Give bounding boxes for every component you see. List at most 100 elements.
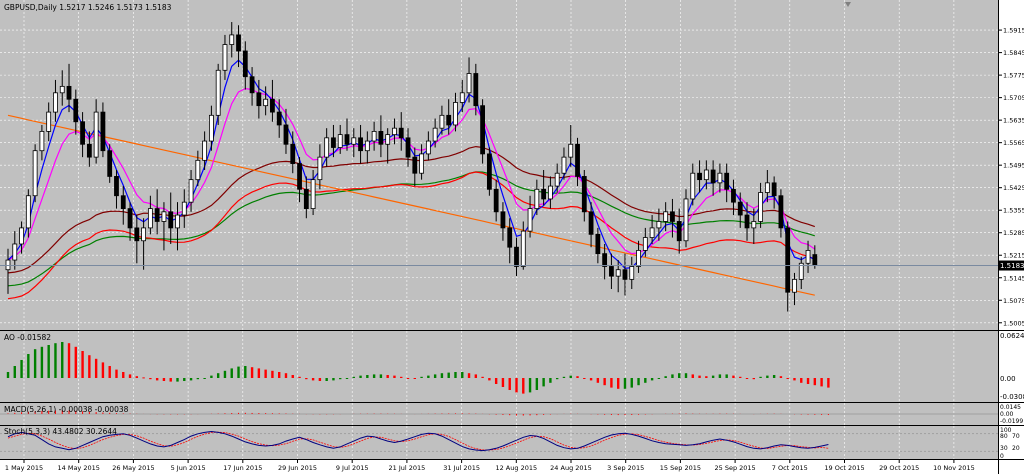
candle-body-bull — [649, 227, 655, 238]
candle-body-bull — [425, 140, 431, 155]
candle-body-bull — [683, 198, 689, 242]
candle-body-bull — [520, 230, 526, 267]
ao-bar — [386, 375, 389, 378]
candle-body-bear — [744, 214, 750, 229]
ao-bar — [671, 374, 674, 378]
candle-body-bear — [514, 246, 519, 267]
ao-bar — [623, 378, 627, 389]
chart-shift-marker[interactable] — [845, 2, 851, 7]
current-price-label: 1.5183 — [1000, 262, 1024, 270]
ao-bar — [366, 375, 369, 378]
ao-bar — [115, 369, 118, 378]
candle-body-bull — [792, 278, 797, 293]
time-tick-label: 5 Jun 2015 — [171, 464, 206, 472]
stoch-panel — [0, 426, 998, 459]
ao-bar — [759, 376, 762, 378]
ao-bar — [739, 376, 742, 378]
macd-axis-bottom: -0.0199 — [1000, 418, 1023, 425]
ao-bar — [481, 376, 484, 378]
ao-bar — [569, 375, 572, 378]
ao-bar — [291, 375, 294, 378]
candle-body-bull — [12, 243, 18, 261]
time-tick-label: 26 May 2015 — [112, 464, 154, 472]
ao-bar — [264, 369, 267, 378]
stoch-axis-30: 30 — [1000, 445, 1008, 452]
ao-bar — [40, 346, 44, 378]
ao-bar — [440, 373, 444, 378]
ao-bar — [305, 378, 308, 380]
ao-bar — [169, 378, 172, 382]
time-tick-label: 9 Jul 2015 — [336, 464, 369, 472]
time-axis: 1 May 2015 14 May 2015 26 May 2015 5 Jun 20… — [5, 459, 975, 472]
stoch-axis-70: 70 — [1012, 433, 1020, 440]
ao-bar — [813, 378, 817, 386]
ao-bar — [47, 345, 50, 378]
candle-body-bull — [636, 250, 641, 267]
macd-histogram — [0, 410, 998, 416]
candle-body-bull — [656, 221, 662, 229]
candle-body-bear — [785, 227, 791, 293]
ao-bar — [142, 377, 145, 379]
ao-bar — [806, 378, 810, 384]
ao-bar — [81, 351, 84, 378]
time-tick-label: 21 Jul 2015 — [389, 464, 426, 472]
ao-bar — [400, 376, 403, 378]
time-tick-label: 7 Oct 2015 — [772, 464, 808, 472]
candle-body-bear — [358, 137, 363, 152]
candle-body-bear — [486, 153, 492, 190]
current-price-box — [998, 260, 1024, 271]
candle-body-bear — [249, 76, 255, 94]
ao-bar — [528, 378, 532, 393]
ao-bar — [637, 378, 640, 386]
price-axis: 1.5915 1.5845 1.5775 1.5705 1.5635 1.5565 1.54… — [998, 27, 1024, 327]
candle-body-bull — [195, 159, 201, 181]
ao-bar — [155, 378, 159, 381]
ao-bar — [501, 378, 505, 387]
ao-bar — [678, 373, 681, 378]
candle-body-bear — [581, 176, 587, 213]
ao-bar — [318, 378, 322, 381]
candle-body-bull — [175, 214, 180, 229]
ao-bar — [752, 378, 755, 380]
ao-bar — [352, 376, 355, 378]
candle-body-bear — [480, 105, 486, 155]
price-tick-label: 1.5565 — [1003, 139, 1024, 147]
time-tick-label: 29 Jun 2015 — [278, 464, 317, 472]
candle-body-bear — [602, 253, 608, 267]
ao-bar — [257, 368, 261, 378]
ao-bar — [13, 366, 16, 378]
candle-body-bear — [290, 143, 296, 164]
candle-body-bear — [812, 254, 818, 266]
time-tick-label: 29 Oct 2015 — [879, 464, 919, 472]
candle-body-bear — [697, 172, 702, 181]
candle-body-bull — [222, 44, 228, 71]
ao-bar — [298, 376, 301, 378]
candle-body-bear — [256, 92, 262, 107]
candle-body-bull — [324, 137, 330, 158]
ao-bar — [210, 375, 213, 378]
ao-bar — [508, 378, 511, 390]
candle-body-bear — [168, 211, 174, 229]
candle-body-bull — [188, 179, 194, 203]
time-tick-label: 15 Sep 2015 — [660, 464, 701, 472]
candle-body-bull — [663, 211, 669, 222]
candle-body-bear — [622, 269, 628, 280]
ao-bar — [61, 342, 64, 378]
ao-bar — [745, 378, 749, 379]
ao-bar — [684, 373, 688, 378]
price-tick-label: 1.5145 — [1003, 274, 1024, 282]
candlesticks — [5, 22, 818, 312]
macd-axis-mid: 0.00 — [1000, 411, 1014, 418]
ao-bar — [196, 378, 200, 380]
ma-maroon-line — [7, 145, 815, 274]
ao-axis-mid: 0.00 — [1000, 375, 1016, 383]
candle-body-bull — [758, 192, 763, 222]
ao-bar — [359, 375, 362, 378]
candle-body-bear — [473, 73, 479, 107]
ao-bar — [732, 375, 735, 378]
candle-body-bear — [412, 156, 418, 174]
candle-body-bear — [120, 195, 126, 209]
ao-bar — [427, 375, 430, 378]
candle-body-bull — [371, 131, 377, 142]
ao-bar — [522, 378, 525, 394]
